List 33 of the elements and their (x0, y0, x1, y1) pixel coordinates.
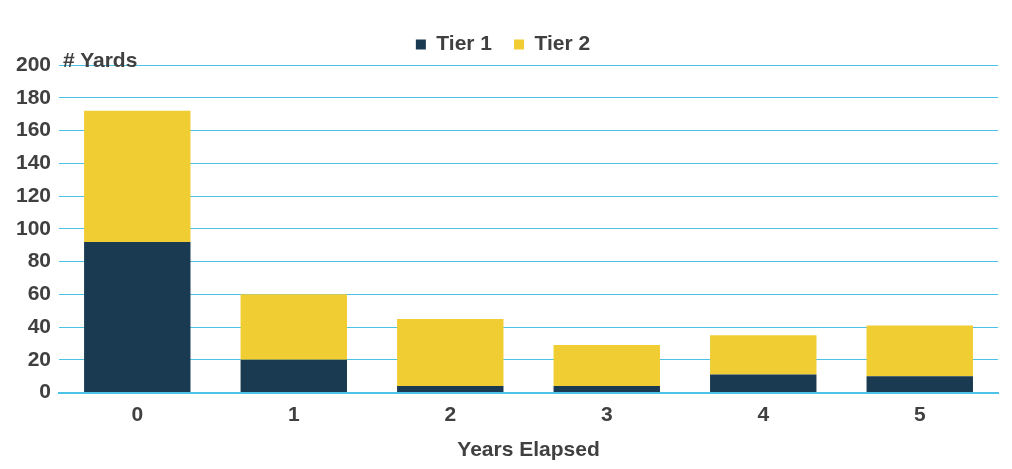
bar (84, 241, 191, 393)
bar (710, 374, 817, 393)
y-tick-label: 80 (27, 248, 52, 272)
bar (397, 318, 504, 387)
bar (553, 386, 660, 393)
x-tick-label: 5 (913, 402, 926, 425)
x-tick-label: 3 (600, 402, 613, 425)
y-tick-label: 140 (15, 150, 52, 174)
y-tick-label: 200 (15, 51, 52, 75)
y-tick-label: 180 (15, 84, 52, 108)
y-tick-label: 20 (27, 346, 52, 370)
bar (710, 335, 817, 375)
y-tick-label: 160 (15, 117, 52, 141)
y-tick-label: 40 (27, 313, 52, 337)
y-tick-label: 0 (39, 379, 52, 403)
x-tick-label: 2 (444, 402, 457, 425)
y-tick-label: 120 (15, 182, 52, 206)
y-axis-title: # Yards (63, 47, 138, 71)
x-axis-title: Years Elapsed (457, 437, 600, 461)
bar (84, 110, 191, 242)
x-tick-label: 0 (131, 402, 144, 425)
legend-label: Tier 1 (436, 31, 493, 55)
bar (240, 359, 347, 393)
legend-label: Tier 2 (534, 31, 591, 55)
bar (397, 386, 504, 393)
y-tick-label: 100 (15, 215, 52, 239)
bar (240, 294, 347, 360)
bar (866, 376, 973, 393)
bar (866, 325, 973, 377)
bar (553, 345, 660, 387)
x-tick-label: 1 (287, 402, 300, 425)
y-tick-label: 60 (27, 281, 52, 305)
x-tick-label: 4 (757, 402, 770, 425)
